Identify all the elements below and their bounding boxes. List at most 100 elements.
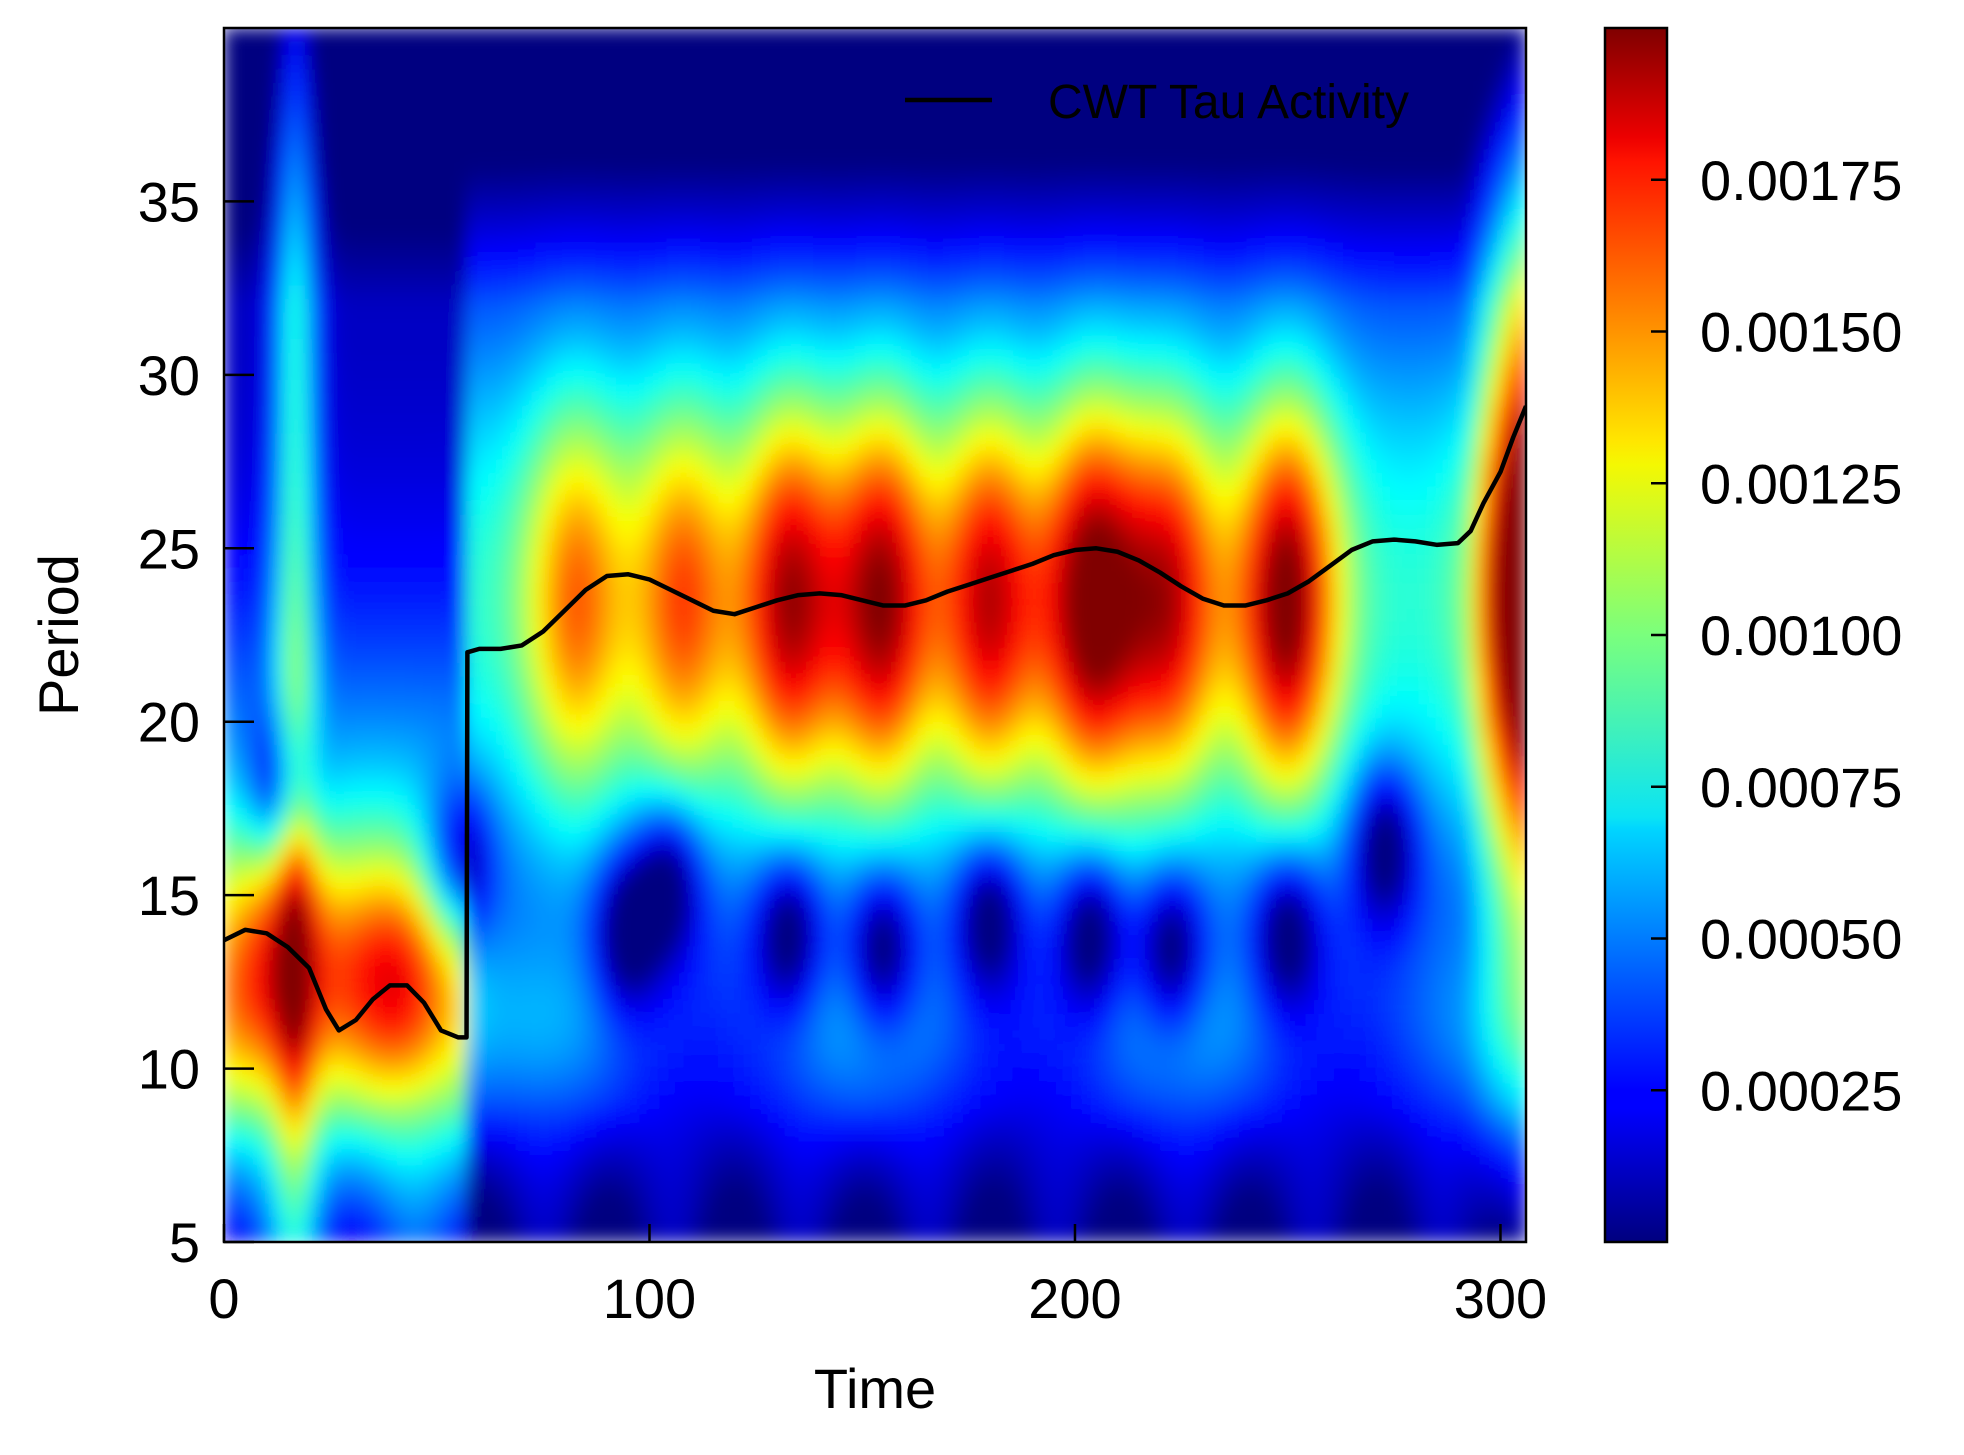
heatmap-cell bbox=[240, 1214, 252, 1230]
heatmap-cell bbox=[301, 809, 312, 825]
heatmap-cell bbox=[292, 687, 304, 704]
heatmap-cell bbox=[240, 782, 252, 798]
heatmap-cell bbox=[301, 1052, 312, 1068]
heatmap-cell bbox=[283, 512, 295, 529]
heatmap-cell bbox=[292, 1173, 304, 1190]
heatmap-cell bbox=[292, 458, 304, 475]
heatmap-cell bbox=[283, 431, 295, 448]
heatmap-cell bbox=[275, 1160, 286, 1176]
heatmap-cell bbox=[266, 485, 278, 502]
heatmap-cell bbox=[275, 1146, 286, 1163]
heatmap-cell bbox=[240, 1133, 252, 1149]
heatmap-cell bbox=[283, 1092, 295, 1109]
heatmap-cell bbox=[224, 175, 234, 191]
heatmap-cell bbox=[301, 229, 312, 245]
heatmap-cell bbox=[240, 364, 252, 380]
heatmap-cell bbox=[257, 458, 269, 475]
heatmap-cell bbox=[301, 553, 312, 569]
heatmap-cell bbox=[283, 107, 295, 124]
heatmap-cell bbox=[266, 539, 278, 556]
heatmap-cell bbox=[231, 755, 243, 771]
heatmap-cell bbox=[231, 876, 243, 893]
heatmap-cell bbox=[224, 755, 234, 771]
heatmap-cell bbox=[249, 1160, 260, 1176]
heatmap-cell bbox=[231, 634, 243, 650]
heatmap-cell bbox=[240, 1227, 252, 1242]
heatmap-cell bbox=[266, 1173, 278, 1190]
heatmap-cell bbox=[249, 566, 260, 583]
heatmap-cell bbox=[224, 957, 234, 974]
heatmap-cell bbox=[266, 1011, 278, 1028]
heatmap-cell bbox=[240, 1173, 252, 1190]
heatmap-cell bbox=[292, 795, 304, 812]
heatmap-cell bbox=[231, 53, 243, 70]
heatmap-cell bbox=[309, 1106, 321, 1122]
heatmap-cell bbox=[231, 1052, 243, 1068]
heatmap-cell bbox=[231, 458, 243, 475]
heatmap-cell bbox=[249, 458, 260, 475]
heatmap-cell bbox=[275, 944, 286, 960]
heatmap-cell bbox=[249, 1065, 260, 1082]
heatmap-cell bbox=[266, 1133, 278, 1149]
heatmap-cell bbox=[249, 94, 260, 110]
heatmap-cell bbox=[249, 188, 260, 205]
heatmap-cell bbox=[266, 499, 278, 515]
heatmap-cell bbox=[224, 1038, 234, 1055]
heatmap-cell bbox=[224, 836, 234, 852]
heatmap-cell bbox=[292, 607, 304, 623]
heatmap-cell bbox=[224, 1092, 234, 1109]
heatmap-cell bbox=[231, 337, 243, 353]
heatmap-cell bbox=[266, 1214, 278, 1230]
heatmap-cell bbox=[292, 310, 304, 326]
heatmap-cell bbox=[231, 404, 243, 421]
heatmap-cell bbox=[292, 863, 304, 879]
heatmap-cell bbox=[301, 1227, 312, 1242]
heatmap-cell bbox=[275, 283, 286, 299]
heatmap-cell bbox=[240, 620, 252, 636]
heatmap-cell bbox=[231, 795, 243, 812]
heatmap-cell bbox=[301, 930, 312, 947]
heatmap-cell bbox=[249, 863, 260, 879]
heatmap-cell bbox=[283, 404, 295, 421]
heatmap-cell bbox=[231, 647, 243, 663]
heatmap-cell bbox=[249, 1173, 260, 1190]
heatmap-cell bbox=[257, 1092, 269, 1109]
heatmap-cell bbox=[231, 1079, 243, 1095]
heatmap-cell bbox=[275, 458, 286, 475]
heatmap-cell bbox=[283, 809, 295, 825]
heatmap-cell bbox=[224, 512, 234, 529]
heatmap-cell bbox=[275, 674, 286, 690]
heatmap-cell bbox=[292, 1119, 304, 1136]
heatmap-cell bbox=[249, 849, 260, 866]
heatmap-cell bbox=[249, 674, 260, 690]
heatmap-cell bbox=[240, 741, 252, 758]
heatmap-cell bbox=[231, 566, 243, 583]
heatmap-cell bbox=[275, 1092, 286, 1109]
heatmap-cell bbox=[292, 526, 304, 542]
heatmap-cell bbox=[249, 40, 260, 56]
heatmap-cell bbox=[292, 539, 304, 556]
heatmap-cell bbox=[249, 229, 260, 245]
heatmap-cell bbox=[224, 499, 234, 515]
heatmap-cell bbox=[231, 418, 243, 434]
heatmap-cell bbox=[231, 1038, 243, 1055]
heatmap-cell bbox=[292, 1200, 304, 1217]
heatmap-cell bbox=[231, 984, 243, 1001]
heatmap-cell bbox=[240, 53, 252, 70]
heatmap-cell bbox=[249, 795, 260, 812]
heatmap-cell bbox=[275, 1173, 286, 1190]
heatmap-cell bbox=[240, 499, 252, 515]
heatmap-cell bbox=[301, 1092, 312, 1109]
heatmap-cell bbox=[301, 134, 312, 151]
heatmap-cell bbox=[249, 337, 260, 353]
heatmap-cell bbox=[309, 1025, 321, 1041]
heatmap-cell bbox=[224, 876, 234, 893]
heatmap-cell bbox=[292, 917, 304, 933]
heatmap-cell bbox=[249, 539, 260, 556]
heatmap-cell bbox=[301, 620, 312, 636]
heatmap-cell bbox=[249, 1106, 260, 1122]
heatmap-cell bbox=[224, 1133, 234, 1149]
heatmap-cell bbox=[266, 917, 278, 933]
heatmap-cell bbox=[257, 1200, 269, 1217]
heatmap-cell bbox=[283, 971, 295, 987]
